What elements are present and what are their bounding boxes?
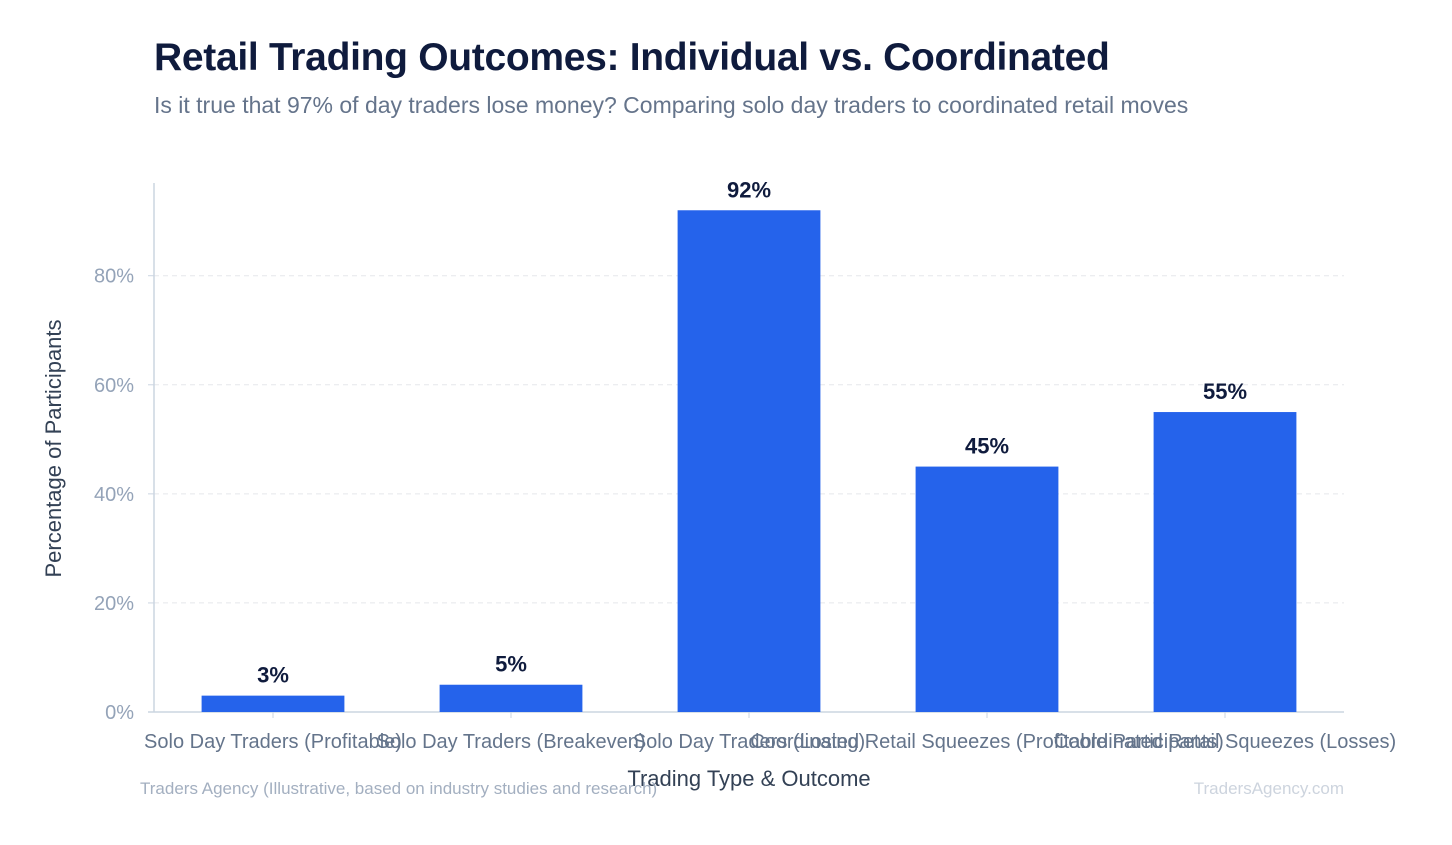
bar	[201, 695, 345, 712]
labels: 0% 20% 40% 60% 80% 3% Solo Day Traders (Profit…	[41, 177, 1396, 791]
chart-subtitle: Is it true that 97% of day traders lose …	[154, 92, 1189, 118]
y-tick-label: 0%	[105, 702, 134, 724]
chart-title: Retail Trading Outcomes: Individual vs. …	[154, 36, 1110, 79]
y-tick-label: 80%	[94, 266, 134, 288]
y-axis-title: Percentage of Participants	[41, 319, 66, 577]
bar	[439, 684, 583, 712]
data-label: 5%	[495, 652, 527, 677]
x-axis-title: Trading Type & Outcome	[627, 766, 870, 791]
bar	[1153, 412, 1297, 712]
y-tick-label: 40%	[94, 484, 134, 506]
source-note: Traders Agency (Illustrative, based on i…	[140, 779, 658, 798]
x-tick-label: Coordinated Retail Squeezes (Profitable …	[750, 731, 1224, 753]
x-tick-label: Coordinated Retail Squeezes (Losses)	[1054, 731, 1396, 753]
data-label: 45%	[965, 434, 1009, 459]
x-tick-label: Solo Day Traders (Breakeven)	[376, 731, 645, 753]
bar	[677, 210, 821, 712]
y-tick-label: 20%	[94, 593, 134, 615]
brand-watermark: TradersAgency.com	[1193, 779, 1344, 798]
data-label: 55%	[1203, 379, 1247, 404]
y-tick-label: 60%	[94, 375, 134, 397]
x-tick-label: Solo Day Traders (Profitable)	[144, 731, 402, 753]
data-label: 3%	[257, 663, 289, 688]
data-label: 92%	[727, 177, 771, 202]
x-tick-label: Solo Day Traders (Losing)	[633, 731, 865, 753]
bar	[915, 466, 1059, 712]
bars	[201, 210, 1297, 712]
